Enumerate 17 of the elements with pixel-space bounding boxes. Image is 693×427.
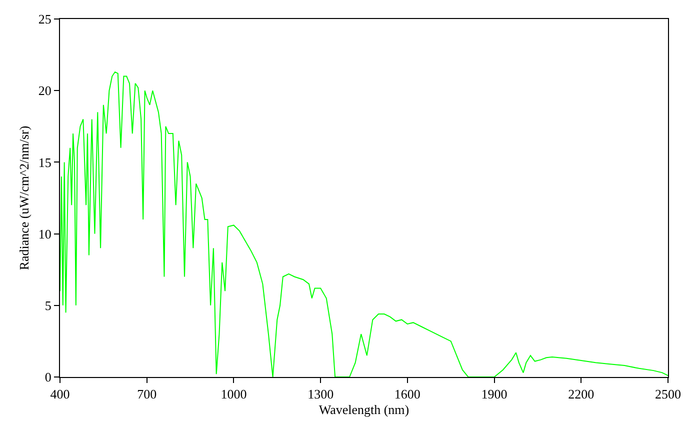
x-tick-label: 700 (137, 386, 157, 402)
y-axis-title: Radiance (uW/cm^2/nm/sr) (16, 126, 32, 270)
y-tick-label: 15 (38, 154, 52, 170)
y-tick-label: 10 (38, 226, 52, 242)
y-tick-label: 5 (44, 298, 52, 313)
x-tick-label: 2500 (655, 386, 681, 402)
x-tick-label: 2200 (568, 386, 594, 402)
y-tick-label: 20 (38, 83, 52, 98)
line-series (60, 71, 668, 377)
x-tick-label: 1600 (394, 386, 420, 402)
x-tick-label: 400 (50, 386, 70, 402)
x-tick-label: 1900 (481, 386, 508, 402)
y-tick-label: 0 (44, 370, 52, 385)
y-tick-label: 25 (38, 12, 52, 27)
x-axis-title: Wavelength (nm) (318, 402, 410, 418)
x-tick-label: 1300 (308, 386, 334, 402)
x-tick-label: 1000 (220, 386, 247, 402)
